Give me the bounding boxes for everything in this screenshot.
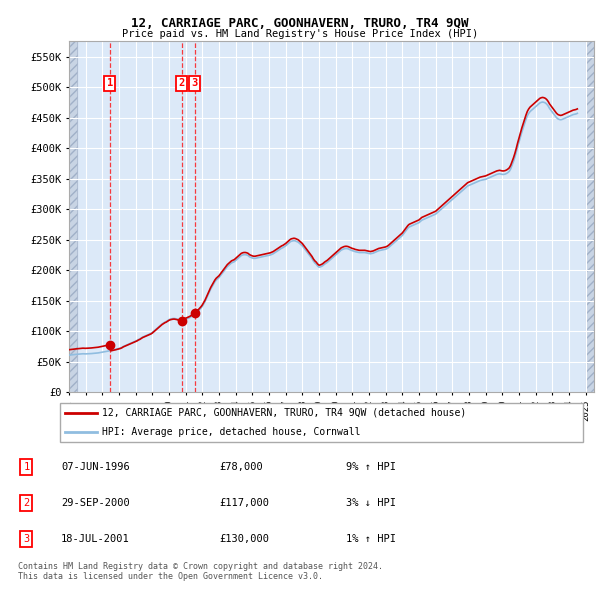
- Text: 2: 2: [178, 78, 185, 88]
- Text: 9% ↑ HPI: 9% ↑ HPI: [346, 462, 396, 472]
- Text: £78,000: £78,000: [220, 462, 263, 472]
- Text: £130,000: £130,000: [220, 534, 269, 544]
- Text: Contains HM Land Registry data © Crown copyright and database right 2024.
This d: Contains HM Land Registry data © Crown c…: [18, 562, 383, 581]
- Text: 2: 2: [23, 498, 29, 508]
- Text: 1% ↑ HPI: 1% ↑ HPI: [346, 534, 396, 544]
- Text: 12, CARRIAGE PARC, GOONHAVERN, TRURO, TR4 9QW: 12, CARRIAGE PARC, GOONHAVERN, TRURO, TR…: [131, 17, 469, 30]
- Text: HPI: Average price, detached house, Cornwall: HPI: Average price, detached house, Corn…: [102, 427, 361, 437]
- Text: 29-SEP-2000: 29-SEP-2000: [61, 498, 130, 508]
- Text: 3% ↓ HPI: 3% ↓ HPI: [346, 498, 396, 508]
- Text: 1: 1: [23, 462, 29, 472]
- Text: 3: 3: [23, 534, 29, 544]
- FancyBboxPatch shape: [59, 403, 583, 442]
- Text: 18-JUL-2001: 18-JUL-2001: [61, 534, 130, 544]
- Text: 12, CARRIAGE PARC, GOONHAVERN, TRURO, TR4 9QW (detached house): 12, CARRIAGE PARC, GOONHAVERN, TRURO, TR…: [102, 408, 466, 418]
- Text: £117,000: £117,000: [220, 498, 269, 508]
- Text: 1: 1: [107, 78, 113, 88]
- Text: 07-JUN-1996: 07-JUN-1996: [61, 462, 130, 472]
- Text: Price paid vs. HM Land Registry's House Price Index (HPI): Price paid vs. HM Land Registry's House …: [122, 29, 478, 39]
- Text: 3: 3: [191, 78, 198, 88]
